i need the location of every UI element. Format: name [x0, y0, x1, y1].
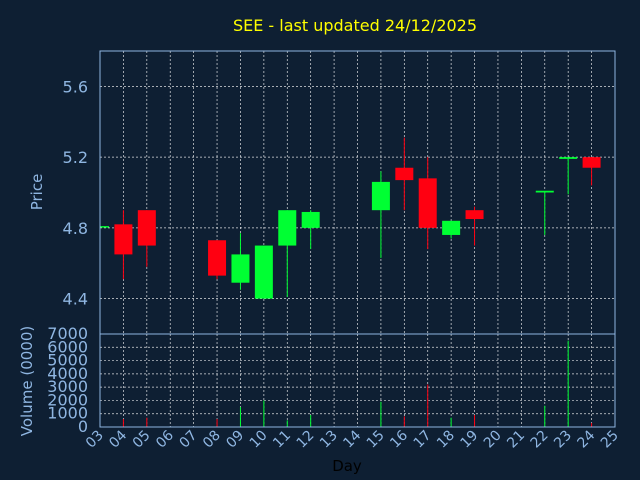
x-tick-label: 17	[411, 428, 435, 452]
volume-bars	[122, 340, 593, 427]
candle-body	[371, 181, 390, 211]
x-tick-label: 14	[340, 427, 364, 451]
candle	[278, 210, 297, 297]
candle-body	[442, 220, 461, 235]
candle-body	[231, 254, 250, 283]
chart-title: SEE - last updated 24/12/2025	[233, 16, 477, 35]
x-tick-label: 20	[481, 428, 505, 452]
candle	[371, 171, 390, 258]
candle-body	[100, 226, 109, 228]
price-y-tick-label: 5.2	[63, 148, 88, 167]
volume-y-tick-label: 2000	[47, 390, 88, 409]
x-tick-label: 11	[270, 428, 294, 452]
x-tick-label: 10	[247, 428, 271, 452]
candle-body	[114, 224, 133, 255]
volume-y-tick-label: 0	[78, 417, 88, 436]
x-tick-label: 13	[317, 428, 341, 452]
candles	[100, 137, 601, 299]
candle-body	[535, 190, 554, 193]
volume-y-tick-label: 3000	[47, 377, 88, 396]
volume-axis-label: Volume (0000)	[18, 326, 36, 436]
candle-body	[301, 211, 320, 228]
x-tick-label: 19	[457, 428, 481, 452]
x-tick-label: 04	[106, 427, 130, 451]
candle-body	[278, 210, 297, 246]
candle	[100, 226, 109, 228]
x-tick-label: 25	[598, 428, 622, 452]
candle-body	[582, 157, 601, 168]
price-axis-label: Price	[28, 174, 46, 211]
x-tick-label: 09	[223, 428, 247, 452]
candle	[582, 157, 601, 186]
candle-body	[137, 210, 156, 246]
candle-body	[465, 210, 484, 220]
candle	[301, 210, 320, 250]
x-tick-label: 05	[130, 428, 154, 452]
x-tick-label: 22	[528, 428, 552, 452]
x-tick-labels: 03 04 05 06 07 08 09 10 11 12 13 14 15 16 17 18 19 20 21 22…	[83, 427, 622, 451]
x-tick-label: 21	[504, 428, 528, 452]
candle	[418, 157, 437, 250]
x-tick-label: 08	[200, 428, 224, 452]
x-tick-label: 12	[294, 428, 318, 452]
x-axis-label: Day	[332, 457, 362, 475]
volume-y-tick-label: 4000	[47, 364, 88, 383]
price-y-tick-label: 4.4	[63, 290, 88, 309]
candle	[114, 210, 133, 280]
volume-y-tick-label: 1000	[47, 404, 88, 423]
candle	[137, 210, 156, 267]
candle	[395, 137, 414, 211]
volume-y-tick-label: 6000	[47, 337, 88, 356]
price-y-tick-labels: 4.4 4.8 5.2 5.6	[63, 77, 88, 308]
candle-body	[254, 245, 273, 299]
volume-grid	[100, 334, 615, 427]
candle-body	[559, 157, 578, 159]
candle	[559, 157, 578, 195]
candle	[535, 190, 554, 235]
x-tick-label: 06	[153, 427, 177, 451]
x-tick-label: 24	[574, 427, 598, 451]
x-tick-label: 23	[551, 428, 575, 452]
x-tick-label: 07	[177, 428, 201, 452]
candle-body	[395, 167, 414, 181]
candle	[442, 220, 461, 239]
x-tick-label: 18	[434, 428, 458, 452]
candle	[254, 245, 273, 299]
volume-y-tick-label: 5000	[47, 351, 88, 370]
x-tick-label: 16	[387, 427, 411, 451]
candle-body	[418, 178, 437, 228]
candle	[231, 233, 250, 290]
price-y-tick-label: 4.8	[63, 219, 88, 238]
candle	[208, 240, 227, 280]
volume-panel-frame	[99, 333, 616, 428]
candle-body	[208, 240, 227, 276]
price-y-tick-label: 5.6	[63, 77, 88, 96]
volume-y-tick-label: 7000	[47, 324, 88, 343]
candle	[465, 206, 484, 246]
x-tick-label: 15	[364, 428, 388, 452]
